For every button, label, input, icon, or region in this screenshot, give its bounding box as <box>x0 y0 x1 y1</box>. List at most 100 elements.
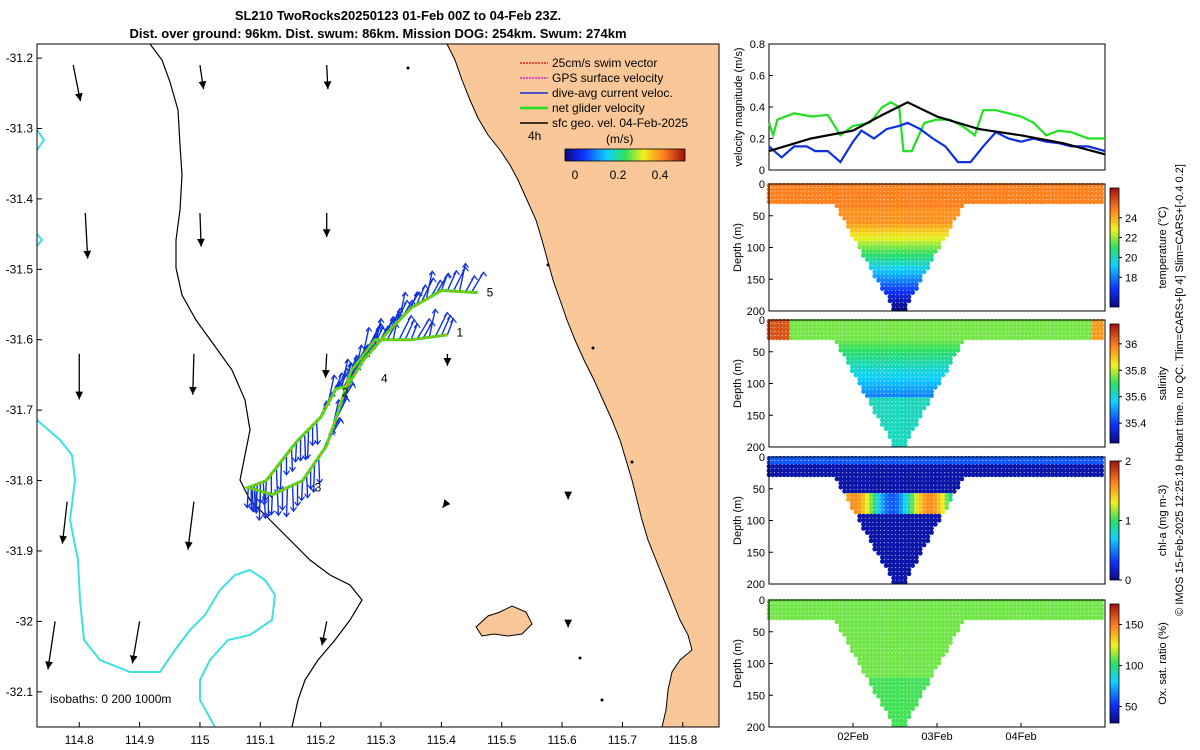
section-sample <box>917 351 923 357</box>
section-sample <box>883 677 889 683</box>
section-sample <box>917 335 923 341</box>
section-sample <box>932 644 938 650</box>
section-sample <box>880 372 885 378</box>
section-sample <box>895 652 900 658</box>
section-sample <box>1087 195 1093 201</box>
colorbar-tick-label: 50 <box>1125 702 1137 714</box>
section-sample <box>902 195 908 201</box>
section-sample <box>887 484 893 490</box>
section-sample <box>895 615 900 621</box>
section-sample <box>906 327 912 332</box>
section-sample <box>864 615 870 621</box>
section-sample <box>921 232 927 238</box>
section-sample <box>823 464 829 469</box>
section-sample <box>925 343 931 349</box>
section-sample <box>781 331 787 337</box>
section-sample <box>895 253 900 258</box>
dac-vector-head <box>274 510 282 517</box>
section-sample <box>887 706 893 711</box>
section-sample <box>966 603 972 608</box>
section-sample <box>902 660 908 666</box>
section-sample <box>868 669 874 674</box>
section-sample <box>891 228 897 234</box>
section-sample <box>808 472 813 478</box>
section-sample <box>1084 331 1089 337</box>
section-sample <box>1019 199 1025 205</box>
section-sample <box>830 191 836 196</box>
section-sample <box>883 559 889 564</box>
section-sample <box>932 195 938 201</box>
legend-swim: 25cm/s swim vector <box>552 56 657 70</box>
section-sample <box>1061 464 1067 469</box>
section-sample <box>1099 191 1104 196</box>
section-sample <box>774 468 779 474</box>
section-sample <box>932 236 938 242</box>
section-sample <box>940 623 946 629</box>
section-sample <box>895 685 900 691</box>
section-sample <box>929 253 934 258</box>
section-sample <box>864 480 870 486</box>
section-sample <box>895 273 900 279</box>
section-sample <box>1031 331 1036 337</box>
section-sample <box>864 220 870 225</box>
section-sample <box>902 207 908 213</box>
section-sample <box>864 636 870 641</box>
section-sample <box>887 265 893 271</box>
section-sample <box>974 331 980 337</box>
section-sample <box>785 191 791 196</box>
section-sample <box>914 488 919 494</box>
section-sample <box>891 567 897 573</box>
section-sample <box>914 331 919 337</box>
velocity-ylabel: velocity magnitude (m/s) <box>733 47 745 166</box>
section-sample <box>876 603 881 608</box>
section-sample <box>853 509 859 515</box>
section-sample <box>1050 195 1055 201</box>
section-sample <box>857 335 863 341</box>
section-sample <box>906 559 912 564</box>
section-sample <box>849 364 855 370</box>
section-sample <box>997 615 1002 621</box>
section-sample <box>864 627 870 633</box>
section-sample <box>951 335 957 341</box>
section-sample <box>808 468 813 474</box>
section-sample <box>906 513 912 519</box>
section-sample <box>936 460 942 465</box>
section-sample <box>966 331 972 337</box>
map-y-tick-label: -32 <box>16 614 34 628</box>
section-sample <box>781 460 787 465</box>
section-sample <box>955 619 961 625</box>
section-sample <box>880 611 885 617</box>
section-sample <box>982 603 987 608</box>
section-sample <box>895 644 900 650</box>
section-sample <box>883 669 889 674</box>
section-sample <box>1069 615 1074 621</box>
section-sample <box>1084 611 1089 617</box>
section-sample <box>887 191 893 196</box>
section-sample <box>940 356 946 361</box>
section-sample <box>880 517 885 523</box>
section-sample <box>925 636 931 641</box>
section-sample <box>936 615 942 621</box>
section-sample <box>883 627 889 633</box>
section-sample <box>993 331 999 337</box>
section-sample <box>1038 464 1044 469</box>
section-sample <box>891 488 897 494</box>
dac-vector <box>279 461 283 491</box>
section-sample <box>898 269 904 275</box>
section-sample <box>895 228 900 234</box>
section-sample <box>1065 460 1070 465</box>
section-sample <box>925 673 931 678</box>
section-sample <box>895 579 900 585</box>
section-sample <box>872 627 878 633</box>
section-sample <box>861 389 866 394</box>
section-sample <box>880 644 885 650</box>
section-sample <box>944 476 950 482</box>
section-sample <box>1038 187 1044 192</box>
section-sample <box>910 505 915 511</box>
section-sample <box>842 631 847 637</box>
section-sample <box>925 623 931 629</box>
section-sample <box>936 335 942 341</box>
section-sample <box>777 472 783 478</box>
section-sample <box>906 460 912 465</box>
section-sample <box>883 286 889 291</box>
